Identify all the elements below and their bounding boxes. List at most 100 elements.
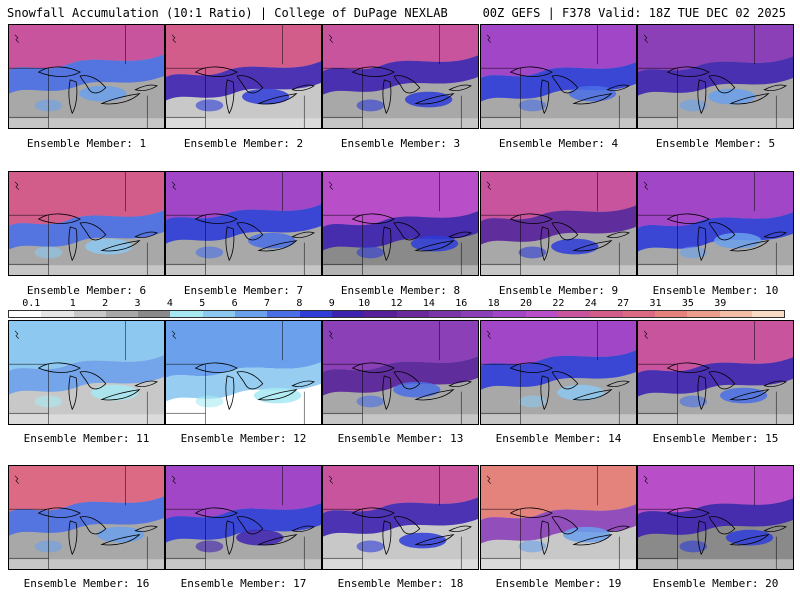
colorbar-labels: 0.1 1 2 3 4 5 6 7 8 9 10 12 14 16 18 20 22 24 27 31 35 39 — [8, 298, 785, 310]
colorbar-swatch — [202, 311, 236, 317]
snowfall-map — [9, 172, 164, 275]
colorbar-tick-label: 24 — [584, 298, 597, 309]
chart-title: Snowfall Accumulation (10:1 Ratio) | Col… — [7, 6, 448, 20]
snowfall-map — [9, 321, 164, 424]
snowfall-map — [9, 466, 164, 569]
snowfall-map — [166, 172, 321, 275]
ensemble-member-label: Ensemble Member: 15 — [652, 432, 779, 445]
ensemble-member-label: Ensemble Member: 3 — [340, 137, 461, 150]
snowfall-map — [481, 321, 636, 424]
colorbar-swatch — [590, 311, 623, 317]
ensemble-member-label: Ensemble Member: 9 — [498, 284, 619, 297]
colorbar-tick-label: 7 — [263, 298, 270, 309]
colorbar-tick-label: 18 — [487, 298, 500, 309]
colorbar-swatch — [9, 311, 42, 317]
ensemble-member-map-15 — [637, 320, 794, 425]
snowfall-map — [166, 321, 321, 424]
colorbar-swatch — [493, 311, 526, 317]
colorbar-tick-label: 35 — [681, 298, 694, 309]
ensemble-member-label: Ensemble Member: 13 — [337, 432, 464, 445]
colorbar-tick-label: 12 — [390, 298, 403, 309]
colorbar-swatch — [396, 311, 429, 317]
snowfall-map — [166, 25, 321, 128]
ensemble-member-map-19 — [480, 465, 637, 570]
snowfall-colorbar — [8, 310, 785, 318]
ensemble-member-label: Ensemble Member: 5 — [655, 137, 776, 150]
ensemble-member-map-6 — [8, 171, 165, 276]
snowfall-map — [638, 172, 793, 275]
snowfall-map — [481, 466, 636, 569]
snowfall-map — [323, 466, 478, 569]
ensemble-member-map-5 — [637, 24, 794, 129]
snowfall-map — [166, 466, 321, 569]
colorbar-swatch — [138, 311, 171, 317]
ensemble-member-label: Ensemble Member: 20 — [652, 577, 779, 590]
colorbar-tick-label: 6 — [231, 298, 238, 309]
ensemble-member-map-16 — [8, 465, 165, 570]
snowfall-map — [638, 321, 793, 424]
ensemble-member-map-17 — [165, 465, 322, 570]
ensemble-member-label: Ensemble Member: 6 — [26, 284, 147, 297]
colorbar-tick-label: 3 — [134, 298, 141, 309]
ensemble-member-label: Ensemble Member: 11 — [23, 432, 150, 445]
colorbar-swatch — [428, 311, 462, 317]
ensemble-member-map-3 — [322, 24, 479, 129]
colorbar-swatch — [105, 311, 139, 317]
colorbar-swatch — [170, 311, 203, 317]
run-info: 00Z GEFS | F378 Valid: 18Z TUE DEC 02 20… — [482, 6, 786, 20]
ensemble-member-map-1 — [8, 24, 165, 129]
colorbar-tick-label: 14 — [422, 298, 435, 309]
colorbar-tick-label: 22 — [552, 298, 565, 309]
colorbar-tick-label: 10 — [358, 298, 371, 309]
ensemble-member-map-9 — [480, 171, 637, 276]
snowfall-map — [481, 172, 636, 275]
ensemble-member-map-2 — [165, 24, 322, 129]
ensemble-member-label: Ensemble Member: 18 — [337, 577, 464, 590]
colorbar-swatch — [687, 311, 720, 317]
ensemble-member-label: Ensemble Member: 8 — [340, 284, 461, 297]
colorbar-swatch — [461, 311, 494, 317]
colorbar-swatch — [525, 311, 559, 317]
colorbar-swatch — [299, 311, 332, 317]
colorbar-swatch — [654, 311, 688, 317]
colorbar-swatch — [751, 311, 785, 317]
colorbar-tick-label: 2 — [102, 298, 109, 309]
ensemble-member-label: Ensemble Member: 10 — [652, 284, 779, 297]
colorbar-tick-label: 31 — [649, 298, 662, 309]
colorbar-tick-label: 8 — [296, 298, 303, 309]
ensemble-member-label: Ensemble Member: 7 — [183, 284, 304, 297]
ensemble-member-label: Ensemble Member: 17 — [180, 577, 307, 590]
colorbar-swatch — [73, 311, 106, 317]
ensemble-member-map-18 — [322, 465, 479, 570]
colorbar-tick-label: 5 — [199, 298, 206, 309]
snowfall-map — [323, 25, 478, 128]
ensemble-member-map-11 — [8, 320, 165, 425]
ensemble-member-label: Ensemble Member: 2 — [183, 137, 304, 150]
snowfall-map — [638, 25, 793, 128]
ensemble-member-map-20 — [637, 465, 794, 570]
ensemble-member-map-7 — [165, 171, 322, 276]
snowfall-map — [323, 321, 478, 424]
ensemble-member-map-12 — [165, 320, 322, 425]
colorbar-swatch — [41, 311, 74, 317]
ensemble-member-label: Ensemble Member: 4 — [498, 137, 619, 150]
snowfall-map — [638, 466, 793, 569]
ensemble-member-map-13 — [322, 320, 479, 425]
colorbar-tick-label: 4 — [166, 298, 173, 309]
colorbar-swatch — [719, 311, 752, 317]
ensemble-member-label: Ensemble Member: 1 — [26, 137, 147, 150]
colorbar-swatch — [558, 311, 591, 317]
colorbar-tick-label: 20 — [519, 298, 533, 309]
colorbar-swatch — [364, 311, 397, 317]
ensemble-member-label: Ensemble Member: 12 — [180, 432, 307, 445]
colorbar-tick-label: 39 — [714, 298, 727, 309]
colorbar-swatch — [267, 311, 300, 317]
ensemble-member-map-4 — [480, 24, 637, 129]
ensemble-member-map-10 — [637, 171, 794, 276]
colorbar-swatch — [235, 311, 268, 317]
ensemble-member-label: Ensemble Member: 19 — [495, 577, 622, 590]
snowfall-map — [481, 25, 636, 128]
colorbar-swatch — [331, 311, 365, 317]
colorbar-tick-label: 27 — [617, 298, 630, 309]
colorbar-swatch — [622, 311, 655, 317]
